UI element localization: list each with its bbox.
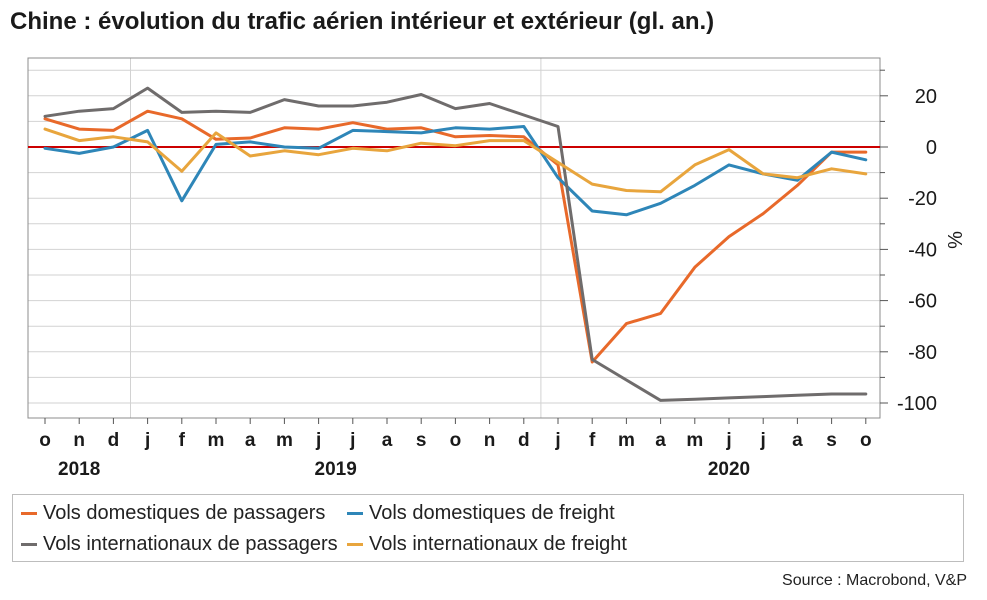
- legend: Vols domestiques de passagers Vols domest…: [12, 494, 964, 562]
- x-tick-label: o: [860, 430, 872, 451]
- chart-title: Chine : évolution du trafic aérien intér…: [10, 8, 715, 35]
- source-note: Source : Macrobond, V&P: [782, 572, 967, 589]
- y-tick-label: -100: [897, 393, 937, 415]
- x-tick-label: j: [554, 430, 560, 451]
- legend-label: Vols internationaux de freight: [369, 532, 627, 555]
- y-tick-label: 0: [926, 137, 937, 159]
- legend-swatch: [21, 511, 37, 515]
- axes: 200-20-40-60-80-100%o n d j f m a m j j a s o n d j f m a m…: [39, 69, 967, 480]
- x-tick-label: n: [484, 430, 496, 451]
- legend-item-2: Vols domestiques de freight: [347, 499, 615, 527]
- legend-swatch: [347, 511, 363, 515]
- x-tick-label: a: [792, 430, 803, 451]
- legend-swatch: [347, 542, 363, 546]
- legend-label: Vols domestiques de freight: [369, 501, 615, 524]
- y-tick-label: -40: [908, 239, 937, 261]
- x-tick-label: d: [108, 430, 120, 451]
- x-tick-label: m: [618, 430, 635, 451]
- x-tick-label: f: [179, 430, 186, 451]
- x-tick-label: d: [518, 430, 530, 451]
- series-line-4: [43, 127, 868, 194]
- x-tick-label: m: [276, 430, 293, 451]
- x-tick-label: j: [725, 430, 731, 451]
- grid-lines: [28, 58, 880, 418]
- series-layer: [43, 86, 868, 402]
- x-tick-label: a: [245, 430, 256, 451]
- x-tick-label: j: [349, 430, 355, 451]
- x-tick-label: j: [144, 430, 150, 451]
- x-tick-label: s: [416, 430, 427, 451]
- x-tick-label: s: [826, 430, 837, 451]
- x-year-label: 2018: [58, 459, 100, 480]
- series-line-3: [43, 86, 868, 402]
- x-tick-label: j: [760, 430, 766, 451]
- y-tick-label: -60: [908, 291, 937, 313]
- legend-item-1: Vols domestiques de passagers: [21, 499, 325, 527]
- legend-item-4: Vols internationaux de freight: [347, 530, 627, 558]
- x-tick-label: f: [589, 430, 596, 451]
- legend-label: Vols internationaux de passagers: [43, 532, 338, 555]
- y-tick-label: 20: [915, 86, 937, 108]
- x-tick-label: a: [655, 430, 666, 451]
- x-tick-label: n: [73, 430, 85, 451]
- x-tick-label: m: [208, 430, 225, 451]
- x-tick-label: o: [450, 430, 462, 451]
- legend-item-3: Vols internationaux de passagers: [21, 530, 338, 558]
- x-year-label: 2019: [315, 459, 357, 480]
- line-chart: 200-20-40-60-80-100%o n d j f m a m j j a s o n d j f m a m…: [27, 57, 967, 480]
- y-axis-label: %: [945, 231, 967, 249]
- series-line-1: [43, 109, 868, 364]
- x-tick-label: a: [382, 430, 393, 451]
- x-tick-label: o: [39, 430, 51, 451]
- x-tick-label: m: [686, 430, 703, 451]
- series-line-2: [43, 125, 868, 217]
- y-tick-label: -20: [908, 188, 937, 210]
- legend-swatch: [21, 542, 37, 546]
- legend-label: Vols domestiques de passagers: [43, 501, 326, 524]
- y-tick-label: -80: [908, 342, 937, 364]
- plot-border: [27, 57, 881, 419]
- x-year-label: 2020: [708, 459, 750, 480]
- x-tick-label: j: [315, 430, 321, 451]
